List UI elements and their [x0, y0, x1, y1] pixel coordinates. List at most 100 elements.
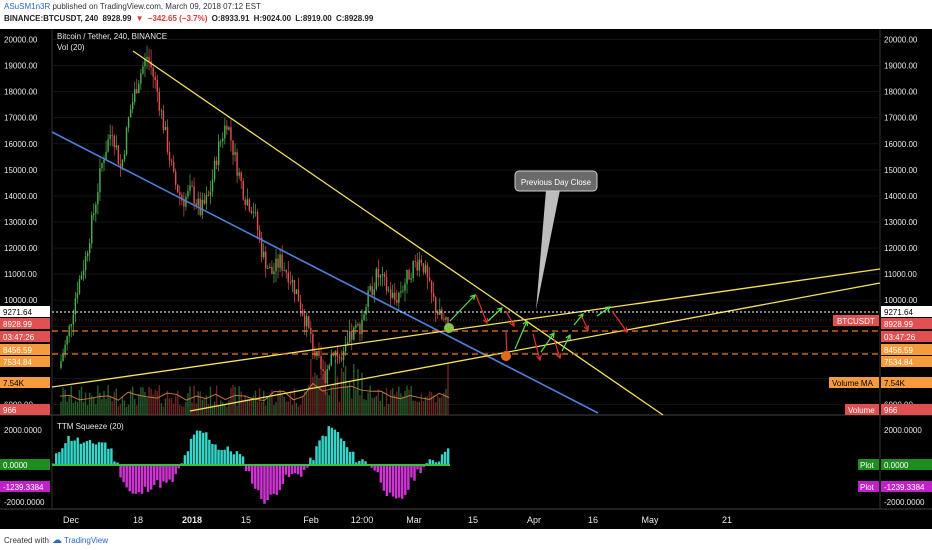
right-countdown-text: 03:47:26 [884, 333, 916, 342]
footer: Created with ☁ TradingView [0, 531, 932, 550]
candle-body [357, 324, 359, 326]
volume-bar [158, 385, 161, 415]
osc-bar [287, 465, 291, 478]
volume-bar [199, 391, 201, 415]
volume-bar [394, 394, 396, 415]
osc-bar [266, 465, 269, 501]
volume-bar [193, 385, 195, 415]
volume-bar [119, 403, 122, 415]
high-value: H:9024.00 [253, 14, 292, 23]
volume-bar [185, 401, 187, 415]
candle-body [66, 336, 68, 345]
osc-bar [401, 465, 404, 499]
osc-bar [434, 462, 438, 465]
candle-body [205, 195, 208, 204]
volume-bar [326, 391, 328, 415]
osc-bar [370, 465, 373, 468]
osc-bar [257, 465, 260, 491]
osc-bar [339, 438, 343, 465]
chart-area[interactable]: Previous Day Close Bitcoin / Tether, 240… [0, 29, 932, 529]
volume-bar [416, 401, 418, 415]
candle-body [129, 109, 132, 118]
osc-bar [306, 465, 309, 468]
ytick-left: 18000.00 [4, 88, 38, 97]
osc-bar [232, 454, 236, 465]
volume-bar [340, 368, 343, 415]
volume-bar [404, 390, 406, 415]
volume-bar [146, 397, 148, 415]
osc-bar [82, 442, 86, 465]
candle-body [248, 199, 251, 211]
ytick-left: 17000.00 [4, 114, 38, 123]
candle-body [297, 289, 300, 302]
publish-line: ASuSM1n3R published on TradingView.com, … [4, 2, 261, 11]
osc-bar [67, 435, 70, 465]
osc-bar [260, 465, 263, 500]
chart-svg[interactable]: Previous Day Close Bitcoin / Tether, 240… [0, 29, 932, 529]
volume-bar [125, 406, 128, 415]
candle-body [293, 280, 296, 295]
candle-body [207, 195, 210, 196]
candle-body [324, 370, 326, 384]
osc-bar [85, 441, 89, 465]
volume-bar [365, 400, 367, 415]
candle-body [320, 355, 322, 370]
candle-body [369, 286, 371, 291]
projection-arrowhead [482, 317, 489, 325]
volume-bar [363, 399, 365, 415]
volume-bar [375, 395, 378, 415]
open-value: O:8933.91 [211, 14, 250, 23]
osc-bar [186, 451, 190, 465]
volume-bar [373, 397, 375, 415]
volume-bar [265, 405, 267, 415]
candle-body [117, 145, 120, 165]
volume-bar [295, 402, 298, 415]
candle-body [64, 344, 66, 355]
osc-bar [177, 465, 180, 469]
osc-left-value-badge [0, 481, 50, 492]
candle-body [359, 324, 361, 335]
candle-body [295, 289, 298, 295]
candle-body [156, 79, 158, 92]
candle-body [111, 134, 113, 136]
volume-bar [318, 378, 320, 415]
volume-bar [174, 395, 177, 415]
ytick-left: 11000.00 [4, 270, 37, 279]
volume-bar [406, 385, 408, 415]
candle-body [228, 127, 230, 130]
volume-bars [59, 358, 450, 415]
candle-body [305, 316, 308, 327]
ytick-right: 14000.00 [884, 192, 918, 201]
volume-bar [289, 391, 292, 415]
blue-downtrend-line [51, 131, 599, 414]
volume-bar [66, 401, 68, 415]
candle-body [166, 126, 169, 152]
yellow-uptrend-line-lower [189, 282, 881, 412]
projection-arrow [475, 294, 488, 324]
ytick-right: 16000.00 [884, 140, 918, 149]
tradingview-brand[interactable]: TradingView [64, 536, 109, 545]
author-link[interactable]: ASuSM1n3R [4, 2, 51, 11]
right-volma-name-text: Volume MA [832, 379, 874, 388]
candle-body [148, 56, 150, 62]
volume-bar [93, 397, 95, 415]
osc-bar [296, 465, 300, 475]
osc-bar [394, 465, 398, 499]
volume-bar [252, 395, 255, 415]
volume-bar [414, 400, 416, 415]
candle-body [318, 350, 320, 356]
osc-bar [419, 465, 422, 474]
volume-bar [68, 396, 70, 415]
right-symbol-text: BTCUSDT [837, 317, 875, 326]
candle-body [125, 127, 128, 155]
callout-box [514, 170, 598, 192]
candle-body [172, 161, 175, 172]
osc-bar [361, 459, 364, 465]
volume-bar [140, 387, 142, 415]
ytick-left: 10000.00 [4, 296, 38, 305]
right-level2-text: 7534.84 [884, 358, 913, 367]
change-value: −342.65 (−3.7%) [147, 14, 208, 23]
published-text: published on TradingView.com, March 09, … [52, 2, 261, 11]
volume-bar [334, 359, 337, 415]
candle-body [187, 190, 189, 197]
